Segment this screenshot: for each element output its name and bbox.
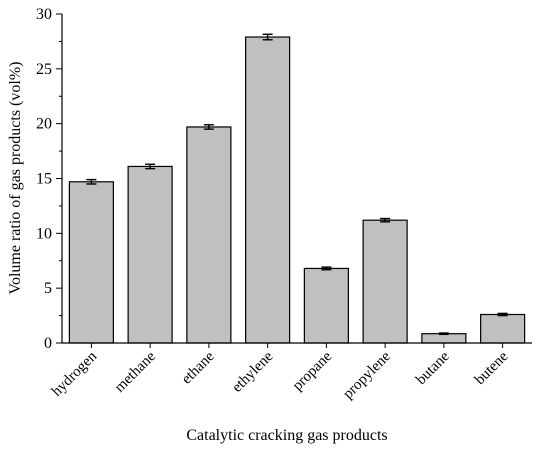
x-axis-title: Catalytic cracking gas products (186, 427, 387, 444)
x-tick-label-hydrogen: hydrogen (49, 348, 101, 400)
chart-marks (68, 33, 526, 344)
error-bar-ethylene (262, 33, 273, 41)
error-bar-hydrogen (86, 178, 97, 185)
x-tick-label-propane: propane (290, 348, 336, 394)
y-tick-label: 0 (44, 335, 52, 352)
error-bar-ethane (203, 124, 214, 130)
bar-hydrogen (68, 181, 114, 344)
error-bar-propane (321, 266, 332, 271)
error-bar-butene (497, 312, 508, 317)
x-tick-label-methane: methane (112, 348, 159, 395)
x-tick-label-ethane: ethane (179, 348, 218, 387)
y-tick-label: 15 (36, 171, 52, 188)
y-axis-title: Volume ratio of gas products (vol%) (7, 62, 24, 295)
x-tick-label-propylene: propylene (340, 348, 394, 402)
y-tick-label: 10 (36, 225, 52, 242)
x-tick-label-butane: butane (413, 348, 453, 388)
y-tick-label: 30 (36, 6, 52, 23)
y-tick-label: 5 (44, 280, 52, 297)
y-tick-label: 20 (36, 116, 52, 133)
error-bar-butane (438, 332, 449, 336)
bar-ethylene (245, 36, 291, 344)
bar-methane (127, 165, 173, 344)
bar-propane (303, 267, 349, 344)
y-tick-label: 25 (36, 61, 52, 78)
bar-ethane (186, 126, 232, 344)
x-tick-label-butene: butene (472, 348, 512, 388)
error-bar-methane (145, 163, 156, 170)
bar-butene (480, 313, 526, 344)
bar-butane (421, 333, 467, 344)
error-bar-propylene (380, 217, 391, 223)
bar-propylene (362, 219, 408, 344)
x-tick-label-ethylene: ethylene (229, 348, 276, 395)
